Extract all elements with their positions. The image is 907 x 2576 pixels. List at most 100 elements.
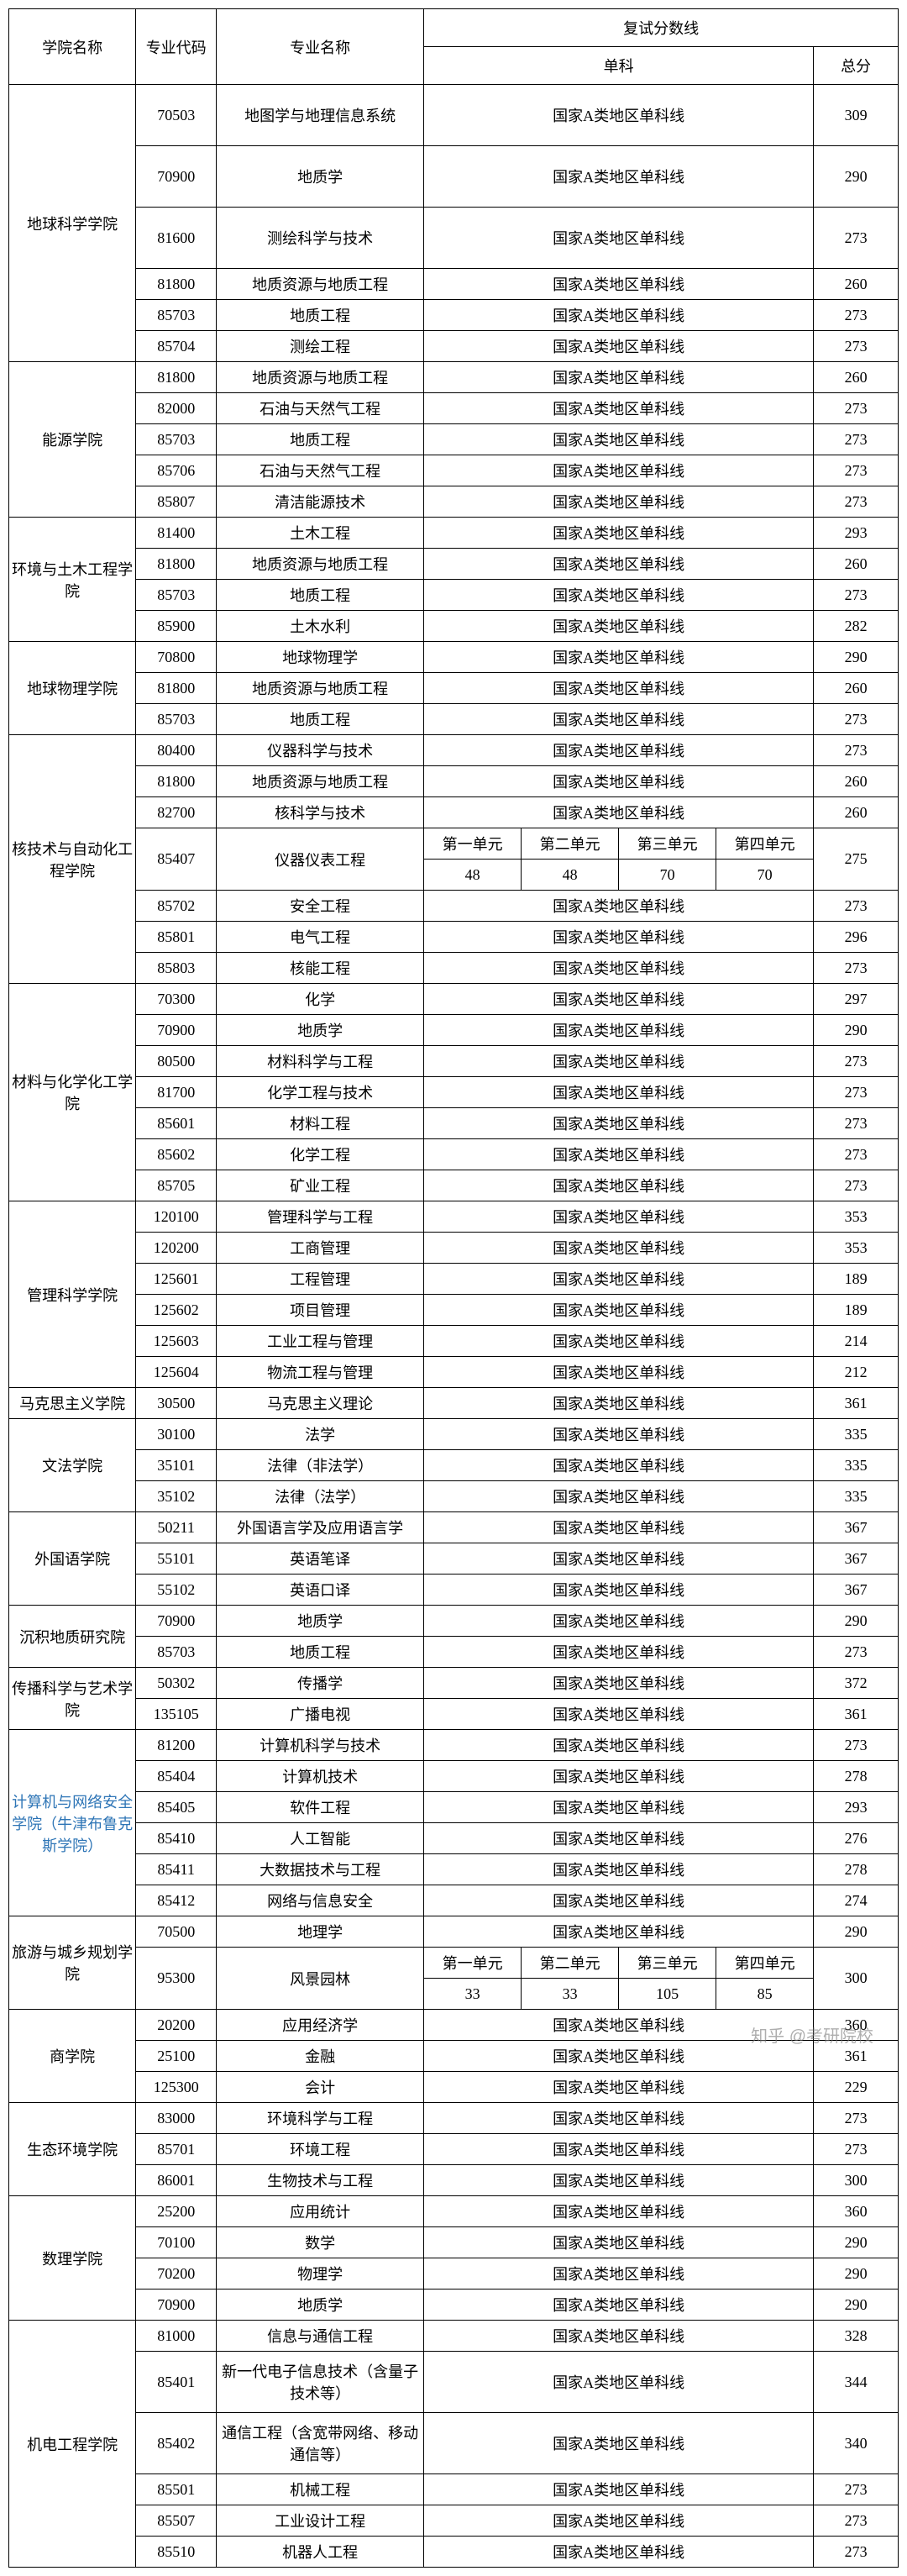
major-cell: 环境工程 xyxy=(217,2134,424,2165)
code-cell: 85703 xyxy=(136,300,217,331)
table-row: 核技术与自动化工程学院80400仪器科学与技术国家A类地区单科线273 xyxy=(9,735,899,766)
code-cell: 85602 xyxy=(136,1139,217,1170)
total-cell: 335 xyxy=(814,1419,899,1450)
header-school: 学院名称 xyxy=(9,9,136,85)
code-cell: 30100 xyxy=(136,1419,217,1450)
single-line-cell: 国家A类地区单科线 xyxy=(424,1077,814,1108)
unit-header: 第四单元 xyxy=(716,828,814,860)
code-cell: 81400 xyxy=(136,518,217,549)
code-cell: 85706 xyxy=(136,455,217,486)
total-cell: 290 xyxy=(814,146,899,208)
major-cell: 生物技术与工程 xyxy=(217,2165,424,2196)
table-row: 70900地质学国家A类地区单科线290 xyxy=(9,1015,899,1046)
code-cell: 125602 xyxy=(136,1295,217,1326)
unit-header: 第二单元 xyxy=(522,828,619,860)
table-row: 材料与化学化工学院70300化学国家A类地区单科线297 xyxy=(9,984,899,1015)
code-cell: 81800 xyxy=(136,673,217,704)
admission-score-table: 学院名称 专业代码 专业名称 复试分数线 单科 总分 地球科学学院70503地图… xyxy=(8,8,899,2568)
single-line-cell: 国家A类地区单科线 xyxy=(424,208,814,269)
major-cell: 地质资源与地质工程 xyxy=(217,269,424,300)
school-cell: 旅游与城乡规划学院 xyxy=(9,1916,136,2010)
table-row: 85402通信工程（含宽带网络、移动通信等）国家A类地区单科线340 xyxy=(9,2413,899,2474)
table-row: 82000石油与天然气工程国家A类地区单科线273 xyxy=(9,393,899,424)
total-cell: 260 xyxy=(814,362,899,393)
school-cell: 外国语学院 xyxy=(9,1512,136,1606)
total-cell: 290 xyxy=(814,1606,899,1637)
total-cell: 273 xyxy=(814,704,899,735)
unit-value: 85 xyxy=(716,1979,814,2010)
major-cell: 大数据技术与工程 xyxy=(217,1854,424,1885)
single-line-cell: 国家A类地区单科线 xyxy=(424,1170,814,1201)
table-row: 地球科学学院70503地图学与地理信息系统国家A类地区单科线309 xyxy=(9,85,899,146)
major-cell: 材料科学与工程 xyxy=(217,1046,424,1077)
school-cell: 环境与土木工程学院 xyxy=(9,518,136,642)
school-cell: 传播科学与艺术学院 xyxy=(9,1668,136,1730)
total-cell: 282 xyxy=(814,611,899,642)
total-cell: 189 xyxy=(814,1264,899,1295)
table-row: 125604物流工程与管理国家A类地区单科线212 xyxy=(9,1357,899,1388)
total-cell: 290 xyxy=(814,1916,899,1948)
total-cell: 274 xyxy=(814,1885,899,1916)
single-line-cell: 国家A类地区单科线 xyxy=(424,2258,814,2289)
unit-value: 70 xyxy=(716,860,814,891)
total-cell: 273 xyxy=(814,1046,899,1077)
total-cell: 367 xyxy=(814,1575,899,1606)
major-cell: 金融 xyxy=(217,2041,424,2072)
code-cell: 85701 xyxy=(136,2134,217,2165)
total-cell: 260 xyxy=(814,673,899,704)
major-cell: 机器人工程 xyxy=(217,2537,424,2568)
single-line-cell: 国家A类地区单科线 xyxy=(424,2321,814,2352)
total-cell: 335 xyxy=(814,1450,899,1481)
code-cell: 85702 xyxy=(136,891,217,922)
code-cell: 25200 xyxy=(136,2196,217,2227)
table-row: 85407仪器仪表工程第一单元第二单元第三单元第四单元275 xyxy=(9,828,899,860)
table-row: 81800地质资源与地质工程国家A类地区单科线260 xyxy=(9,766,899,797)
total-cell: 273 xyxy=(814,2134,899,2165)
code-cell: 85410 xyxy=(136,1823,217,1854)
table-row: 85704测绘工程国家A类地区单科线273 xyxy=(9,331,899,362)
total-cell: 260 xyxy=(814,797,899,828)
total-cell: 293 xyxy=(814,518,899,549)
total-cell: 273 xyxy=(814,208,899,269)
total-cell: 260 xyxy=(814,269,899,300)
unit-header: 第一单元 xyxy=(424,828,522,860)
table-row: 商学院20200应用经济学国家A类地区单科线360 xyxy=(9,2010,899,2041)
table-row: 计算机与网络安全学院（牛津布鲁克斯学院）81200计算机科学与技术国家A类地区单… xyxy=(9,1730,899,1761)
major-cell: 英语笔译 xyxy=(217,1543,424,1575)
single-line-cell: 国家A类地区单科线 xyxy=(424,1233,814,1264)
single-line-cell: 国家A类地区单科线 xyxy=(424,1699,814,1730)
major-cell: 地球物理学 xyxy=(217,642,424,673)
table-row: 旅游与城乡规划学院70500地理学国家A类地区单科线290 xyxy=(9,1916,899,1948)
header-major: 专业名称 xyxy=(217,9,424,85)
table-row: 82700核科学与技术国家A类地区单科线260 xyxy=(9,797,899,828)
total-cell: 273 xyxy=(814,455,899,486)
unit-value: 33 xyxy=(522,1979,619,2010)
total-cell: 360 xyxy=(814,2196,899,2227)
major-cell: 新一代电子信息技术（含量子技术等） xyxy=(217,2352,424,2413)
code-cell: 85704 xyxy=(136,331,217,362)
code-cell: 85705 xyxy=(136,1170,217,1201)
single-line-cell: 国家A类地区单科线 xyxy=(424,922,814,953)
total-cell: 273 xyxy=(814,2505,899,2537)
code-cell: 81200 xyxy=(136,1730,217,1761)
total-cell: 367 xyxy=(814,1543,899,1575)
table-row: 125602项目管理国家A类地区单科线189 xyxy=(9,1295,899,1326)
major-cell: 应用统计 xyxy=(217,2196,424,2227)
total-cell: 273 xyxy=(814,1139,899,1170)
code-cell: 85803 xyxy=(136,953,217,984)
major-cell: 清洁能源技术 xyxy=(217,486,424,518)
table-row: 81700化学工程与技术国家A类地区单科线273 xyxy=(9,1077,899,1108)
table-row: 85807清洁能源技术国家A类地区单科线273 xyxy=(9,486,899,518)
single-line-cell: 国家A类地区单科线 xyxy=(424,1668,814,1699)
unit-value: 48 xyxy=(522,860,619,891)
major-cell: 地质资源与地质工程 xyxy=(217,673,424,704)
table-row: 25100金融国家A类地区单科线361 xyxy=(9,2041,899,2072)
single-line-cell: 国家A类地区单科线 xyxy=(424,1792,814,1823)
single-line-cell: 国家A类地区单科线 xyxy=(424,580,814,611)
code-cell: 135105 xyxy=(136,1699,217,1730)
unit-value: 105 xyxy=(619,1979,716,2010)
single-line-cell: 国家A类地区单科线 xyxy=(424,549,814,580)
code-cell: 70500 xyxy=(136,1916,217,1948)
total-cell: 273 xyxy=(814,1077,899,1108)
unit-header: 第四单元 xyxy=(716,1948,814,1979)
